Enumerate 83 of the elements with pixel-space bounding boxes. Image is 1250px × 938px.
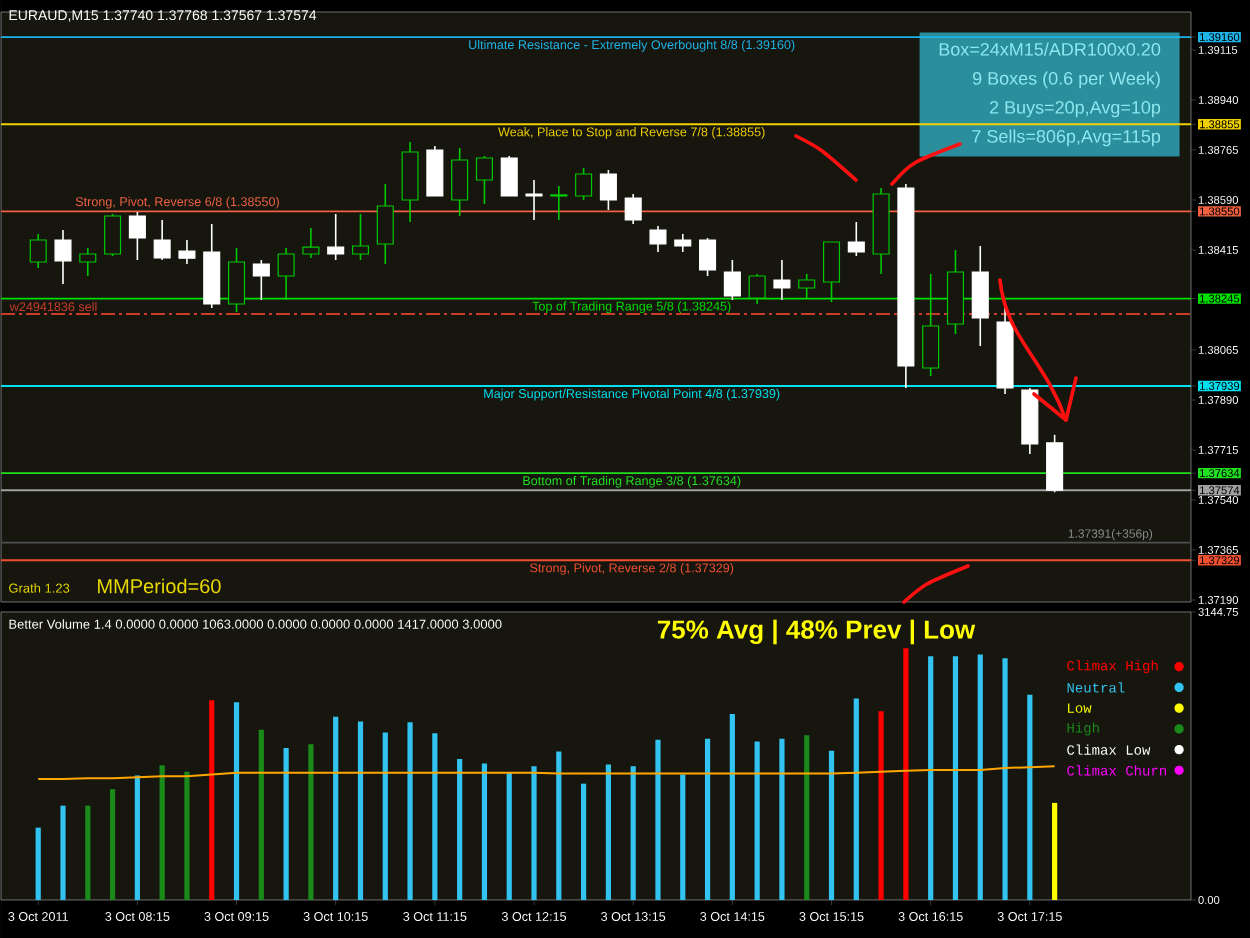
candlestick bbox=[922, 273, 940, 377]
bar bbox=[35, 827, 41, 900]
bar bbox=[85, 805, 91, 900]
candlestick bbox=[1046, 434, 1064, 494]
bar bbox=[481, 763, 488, 900]
bar bbox=[60, 805, 66, 900]
bar bbox=[655, 739, 661, 900]
candlestick bbox=[451, 147, 469, 217]
bar bbox=[581, 783, 587, 900]
candlestick bbox=[525, 179, 543, 221]
candlestick bbox=[773, 259, 791, 301]
candlestick bbox=[798, 273, 816, 299]
bar bbox=[878, 711, 884, 900]
bar bbox=[258, 729, 264, 900]
bar bbox=[1052, 802, 1058, 900]
candlestick bbox=[475, 155, 493, 205]
bar bbox=[729, 714, 735, 900]
bar bbox=[1027, 694, 1033, 900]
candlestick bbox=[748, 273, 766, 305]
candlestick bbox=[599, 169, 617, 211]
bar bbox=[754, 741, 760, 900]
candlestick bbox=[699, 237, 717, 277]
candlestick bbox=[351, 213, 370, 261]
bar bbox=[209, 700, 215, 900]
bar bbox=[853, 698, 859, 900]
annotation: 7 Sells=806p,Avg=115p bbox=[972, 129, 1161, 147]
annotation: 75% Avg | 48% Prev | Low bbox=[657, 619, 976, 645]
bar bbox=[977, 654, 983, 900]
candlestick bbox=[54, 229, 72, 285]
candlestick bbox=[327, 213, 345, 261]
bar bbox=[233, 702, 240, 900]
annotation: 9 Boxes (0.6 per Week) bbox=[973, 71, 1160, 89]
candlestick bbox=[500, 155, 518, 197]
candlestick bbox=[426, 145, 444, 197]
bar bbox=[333, 716, 339, 900]
bar bbox=[308, 744, 314, 900]
bar bbox=[283, 747, 289, 900]
candlestick bbox=[847, 221, 865, 257]
annotation: MMPeriod=60 bbox=[98, 578, 221, 594]
bar bbox=[109, 789, 116, 900]
bar bbox=[704, 738, 711, 900]
candlestick bbox=[104, 213, 122, 257]
candlestick bbox=[128, 211, 146, 261]
candlestick bbox=[550, 185, 568, 221]
bar bbox=[457, 758, 463, 900]
bar bbox=[779, 738, 785, 900]
bar bbox=[630, 766, 636, 900]
candlestick bbox=[79, 247, 97, 277]
annotation: Box=24xM15/ADR100x0.20 bbox=[939, 42, 1161, 56]
candlestick bbox=[376, 183, 394, 265]
bar bbox=[556, 751, 562, 900]
bar bbox=[804, 735, 810, 900]
candlestick bbox=[723, 259, 741, 301]
bar bbox=[531, 766, 537, 900]
bar bbox=[952, 656, 959, 900]
bar bbox=[407, 722, 413, 900]
candlestick bbox=[674, 233, 692, 253]
candlestick bbox=[302, 227, 320, 259]
bar bbox=[828, 750, 835, 900]
bar bbox=[605, 764, 611, 900]
bar bbox=[680, 774, 686, 900]
annotation: 2 Buys=20p,Avg=10p bbox=[990, 100, 1161, 118]
bar bbox=[159, 765, 165, 900]
candlestick bbox=[822, 241, 841, 303]
candlestick bbox=[649, 225, 667, 253]
bar bbox=[1002, 658, 1008, 900]
candlestick bbox=[178, 239, 196, 265]
bar bbox=[506, 772, 512, 900]
candlestick bbox=[624, 193, 642, 225]
candlestick bbox=[153, 219, 171, 261]
candlestick bbox=[971, 245, 989, 347]
bar bbox=[903, 648, 909, 900]
bar bbox=[382, 732, 388, 900]
candlestick bbox=[228, 247, 246, 313]
bar bbox=[134, 775, 140, 900]
bar bbox=[432, 733, 438, 900]
candlestick bbox=[277, 247, 295, 301]
bar bbox=[357, 721, 364, 900]
candlestick bbox=[575, 167, 593, 201]
bar bbox=[184, 771, 190, 900]
bar bbox=[928, 656, 934, 900]
candlestick bbox=[252, 259, 270, 301]
candlestick bbox=[29, 233, 47, 269]
